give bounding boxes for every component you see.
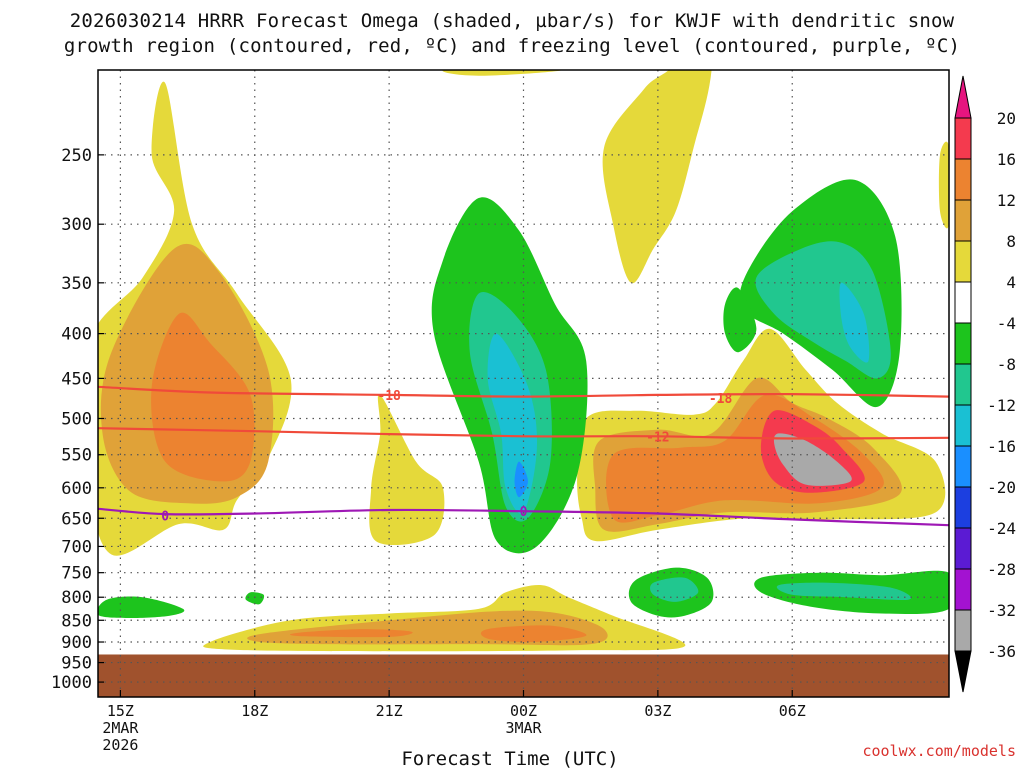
chart-title-line-1: 2026030214 HRRR Forecast Omega (shaded, …: [69, 10, 955, 32]
contour-label-2-1: 0: [520, 505, 528, 520]
contour-label-1-0: -12: [646, 430, 669, 445]
colorbar-label-12: -32: [987, 601, 1016, 620]
x-tick-label-15Z-0: 15Z: [107, 702, 134, 720]
colorbar-bin-0: [954, 117, 972, 160]
omega-region-28: [98, 596, 185, 619]
omega-region-22: [839, 282, 870, 363]
omega-region-3: [369, 394, 445, 546]
x-tick-label-21Z-0: 21Z: [376, 702, 403, 720]
colorbar-label-10: -24: [987, 519, 1016, 538]
y-tick-label-400: 400: [61, 325, 92, 345]
colorbar-label-4: 4: [1006, 273, 1016, 292]
y-tick-label-800: 800: [61, 588, 92, 608]
colorbar-label-1: 16: [997, 150, 1016, 169]
y-tick-label-950: 950: [61, 654, 92, 674]
contour-line--18: [98, 385, 949, 398]
y-tick-label-450: 450: [61, 369, 92, 389]
colorbar-label-11: -28: [987, 560, 1016, 579]
colorbar-bin-10: [954, 527, 972, 570]
colorbar-bin-3: [954, 240, 972, 283]
y-tick-label-500: 500: [61, 409, 92, 429]
contour-label-0-0: -18: [377, 389, 401, 404]
colorbar-bin-11: [954, 568, 972, 611]
omega-region-23: [723, 287, 757, 353]
omega-region-7: [480, 625, 587, 643]
x-tick-label-00Z-1: 3MAR: [505, 719, 542, 737]
colorbar-label-2: 12: [997, 191, 1016, 210]
y-tick-label-600: 600: [61, 479, 92, 499]
temperature-contours: -18 -18 -12 0 0: [98, 385, 949, 527]
omega-region-2: [151, 312, 255, 482]
y-tick-label-250: 250: [61, 146, 92, 166]
y-tick-label-550: 550: [61, 446, 92, 466]
y-tick-label-850: 850: [61, 611, 92, 631]
colorbar-label-13: -36: [987, 642, 1016, 661]
x-tick-label-00Z-0: 00Z: [510, 702, 537, 720]
x-tick-label-15Z-2: 2026: [102, 736, 138, 754]
y-axis: 2503003504004505005506006507007508008509…: [51, 146, 104, 693]
x-tick-label-18Z-0: 18Z: [241, 702, 268, 720]
x-tick-label-03Z-0: 03Z: [644, 702, 671, 720]
colorbar: 20 16 12 8 4 -4 -8 -12 -16 -20 -24 -28 -32 -36: [954, 75, 1016, 693]
omega-region-15: [773, 433, 852, 486]
contour-label-0-1: -18: [709, 392, 733, 407]
colorbar-bin-1: [954, 158, 972, 201]
x-tick-label-06Z-0: 06Z: [779, 702, 806, 720]
y-tick-label-700: 700: [61, 537, 92, 557]
y-tick-label-1000: 1000: [51, 673, 92, 693]
contour-line-0: [98, 507, 949, 527]
colorbar-top-arrow: [954, 75, 972, 119]
y-tick-label-650: 650: [61, 509, 92, 529]
colorbar-bin-4: [954, 281, 972, 324]
omega-region-6: [289, 629, 413, 638]
omega-region-10: [938, 141, 949, 229]
omega-region-9: [442, 70, 564, 76]
chart-title-line-2: growth region (contoured, red, ºC) and f…: [63, 35, 961, 57]
colorbar-label-9: -20: [987, 478, 1016, 497]
colorbar-bin-6: [954, 363, 972, 406]
contour-line--12: [98, 427, 949, 440]
y-tick-label-300: 300: [61, 215, 92, 235]
x-axis-label: Forecast Time (UTC): [401, 748, 618, 768]
contour-label-2-0: 0: [161, 509, 169, 524]
omega-region-19: [514, 461, 528, 498]
x-tick-label-15Z-1: 2MAR: [102, 719, 139, 737]
colorbar-bottom-arrow: [954, 650, 972, 693]
colorbar-bin-12: [954, 609, 972, 652]
colorbar-label-6: -8: [997, 355, 1016, 374]
colorbar-label-5: -4: [997, 314, 1016, 333]
colorbar-bin-5: [954, 322, 972, 365]
omega-region-29: [245, 592, 265, 605]
colorbar-label-8: -16: [987, 437, 1016, 456]
colorbar-bin-2: [954, 199, 972, 242]
credit-text: coolwx.com/models: [862, 742, 1016, 760]
colorbar-label-0: 20: [997, 109, 1016, 128]
y-tick-label-900: 900: [61, 633, 92, 653]
colorbar-bin-7: [954, 404, 972, 447]
colorbar-label-7: -12: [987, 396, 1016, 415]
colorbar-bin-9: [954, 486, 972, 529]
y-tick-label-750: 750: [61, 564, 92, 584]
colorbar-label-3: 8: [1006, 232, 1016, 251]
y-tick-label-350: 350: [61, 274, 92, 294]
omega-region-25: [650, 577, 699, 602]
omega-region-8: [602, 70, 712, 284]
omega-region-18: [487, 333, 538, 514]
omega-region-27: [776, 582, 912, 601]
colorbar-bin-8: [954, 445, 972, 488]
gridlines: [98, 70, 949, 697]
